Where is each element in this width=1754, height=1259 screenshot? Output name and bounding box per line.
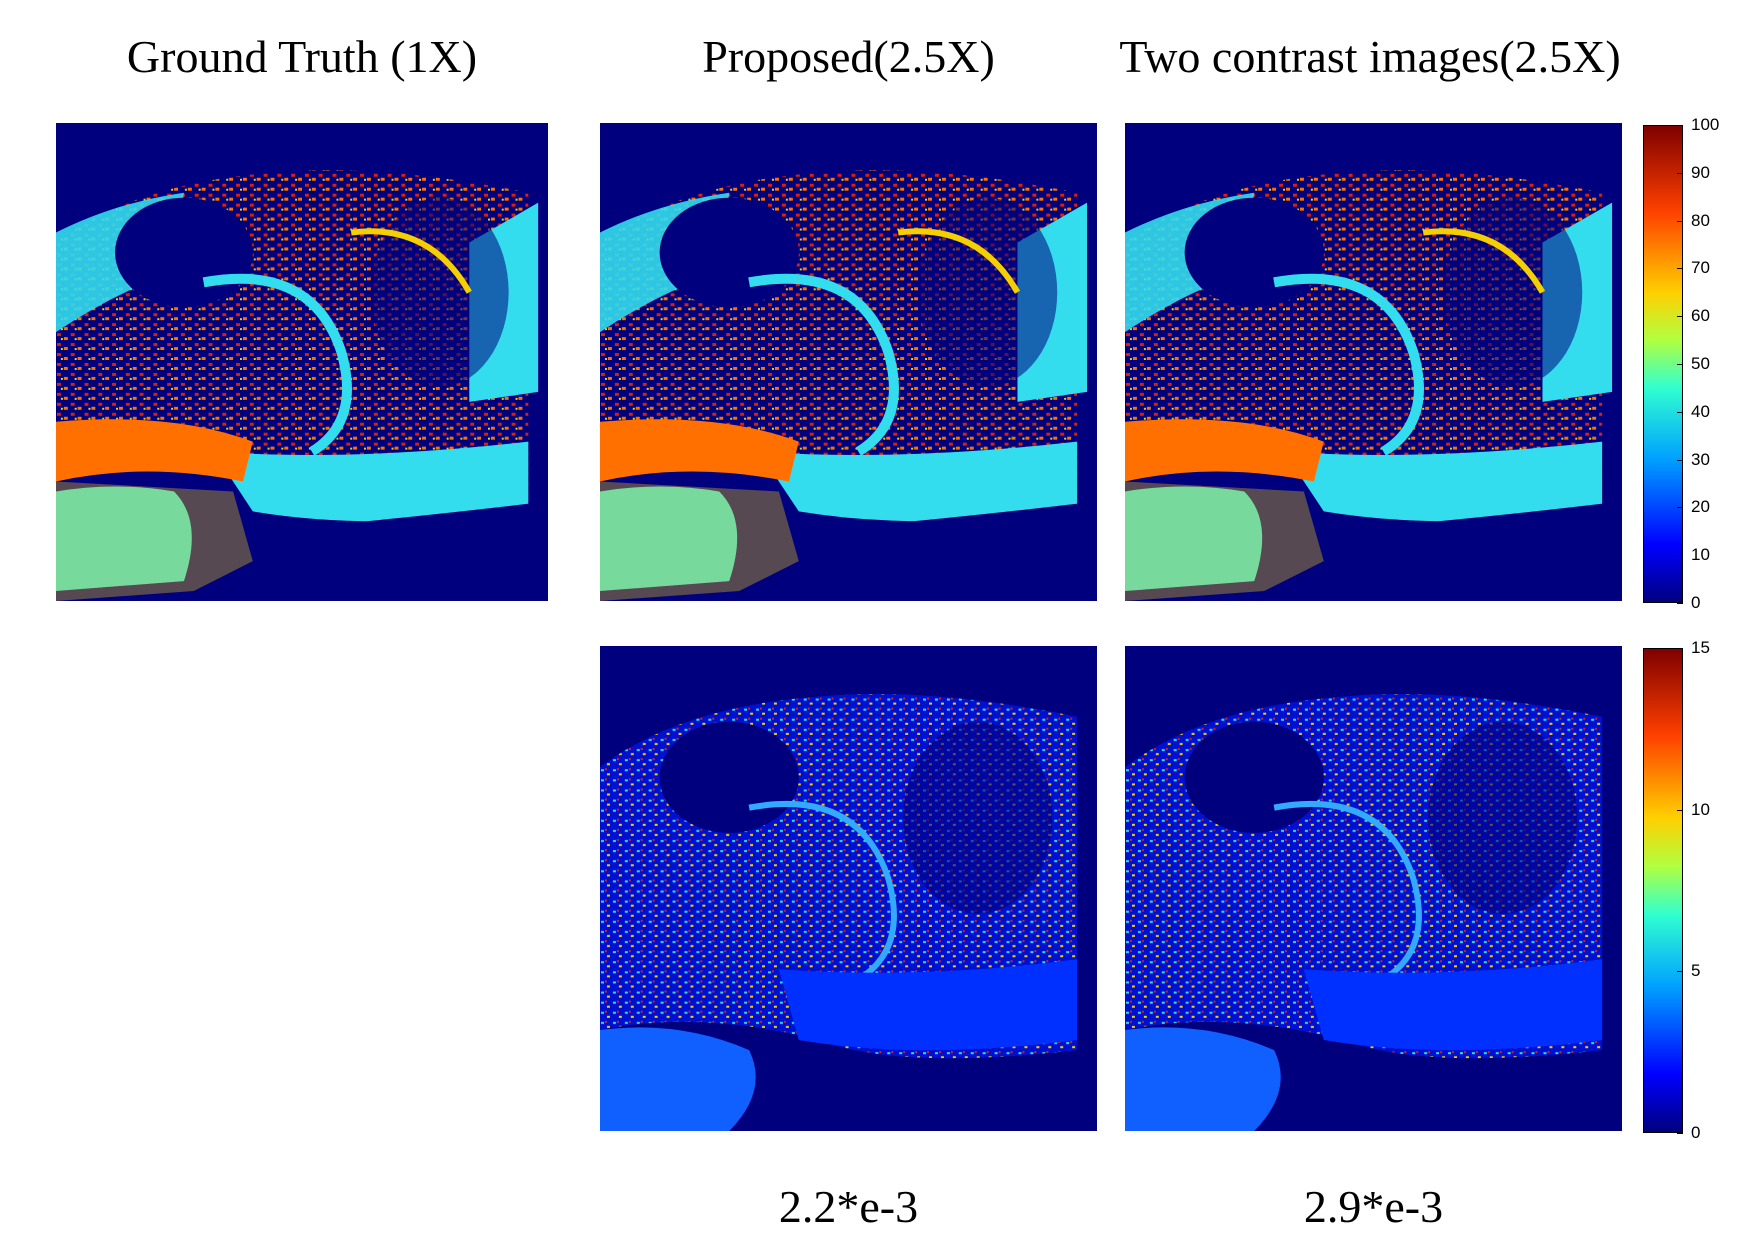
colorbar-top	[1643, 125, 1683, 603]
proposed-map	[600, 123, 1097, 601]
colorbar-tick-mark	[1677, 507, 1683, 509]
colorbar-tick-mark	[1677, 603, 1683, 604]
colorbar-tick-label: 70	[1691, 258, 1710, 278]
colorbar-tick-mark	[1677, 411, 1683, 413]
colorbar-tick-mark	[1677, 648, 1683, 649]
proposed-error-map	[600, 646, 1097, 1131]
colorbar-tick-label: 10	[1691, 799, 1710, 819]
colorbar-tick-mark	[1677, 809, 1683, 811]
two-contrast-map	[1125, 123, 1622, 601]
title-two-contrast: Two contrast images(2.5X)	[1119, 31, 1621, 82]
colorbar-tick-mark	[1677, 971, 1683, 973]
two-contrast-error-map	[1125, 646, 1622, 1131]
title-proposed: Proposed(2.5X)	[702, 31, 995, 82]
colorbar-tick-mark	[1677, 172, 1683, 174]
colorbar-tick-label: 90	[1691, 162, 1710, 182]
colorbar-tick-mark	[1677, 459, 1683, 461]
colorbar-tick-mark	[1677, 268, 1683, 270]
colorbar-tick-mark	[1677, 125, 1683, 126]
colorbar-tick-label: 10	[1691, 545, 1710, 565]
colorbar-tick-label: 40	[1691, 401, 1710, 421]
colorbar-tick-label: 80	[1691, 210, 1710, 230]
colorbar-tick-mark	[1677, 316, 1683, 318]
colorbar-tick-mark	[1677, 220, 1683, 222]
colorbar-tick-mark	[1677, 555, 1683, 557]
colorbar-tick-label: 0	[1691, 1123, 1701, 1142]
two-contrast-error-value: 2.9*e-3	[1303, 1181, 1444, 1232]
colorbar-tick-label: 0	[1691, 593, 1701, 612]
colorbar-tick-label: 20	[1691, 497, 1710, 517]
colorbar-tick-label: 30	[1691, 449, 1710, 469]
colorbar-tick-label: 60	[1691, 306, 1710, 326]
colorbar-tick-label: 50	[1691, 354, 1710, 373]
colorbar-tick-label: 5	[1691, 961, 1701, 981]
colorbar-tick-label: 100	[1691, 115, 1720, 134]
proposed-error-value: 2.2*e-3	[778, 1181, 919, 1232]
colorbar-tick-label: 15	[1691, 638, 1710, 657]
colorbar-tick-mark	[1677, 364, 1683, 365]
title-ground-truth: Ground Truth (1X)	[126, 31, 478, 82]
colorbar-tick-mark	[1677, 1133, 1683, 1134]
ground-truth-map	[56, 123, 548, 601]
colorbar-bottom	[1643, 648, 1683, 1133]
